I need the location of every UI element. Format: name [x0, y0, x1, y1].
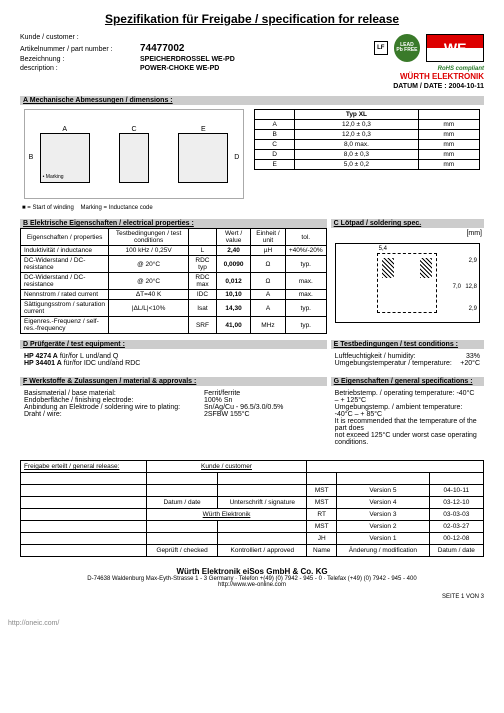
desc-de-label: Bezeichnung :: [20, 56, 140, 63]
desc-en-label: description :: [20, 65, 140, 72]
section-e-header: E Testbedingungen / test conditions :: [331, 340, 484, 349]
dimension-table: Typ XL A12,0 ± 0,3mm B12,0 ± 0,3mm C8,0 …: [254, 109, 480, 170]
section-b-header: B Elektrische Eigenschaften / electrical…: [20, 219, 327, 228]
header-left: Kunde / customer : Artikelnummer / part …: [20, 34, 374, 74]
section-a: A B• Marking C E D Typ XL A12,0 ± 0,3mm …: [20, 105, 484, 203]
footer: Würth Elektronik eiSos GmbH & Co. KG D-7…: [20, 567, 484, 600]
doc-title: Spezifikation für Freigabe / specificati…: [20, 12, 484, 26]
we-logo: WE: [426, 34, 484, 62]
partno-label: Artikelnummer / part number :: [20, 46, 140, 53]
lf-badge: LF: [374, 41, 388, 55]
solder-drawing: 5,4 2,9 7,0 12,8 2,9: [335, 243, 480, 323]
unit-mm: [mm]: [331, 228, 484, 239]
section-c-header: C Lötpad / soldering spec.: [331, 219, 484, 228]
page: Spezifikation für Freigabe / specificati…: [0, 0, 504, 612]
section-a-note: ■ = Start of winding Marking = Inductanc…: [20, 203, 484, 213]
release-table: Freigabe erteilt / general release:Kunde…: [20, 460, 484, 557]
electrical-table: Eigenschaften / properties Testbedingung…: [20, 228, 327, 334]
header: Kunde / customer : Artikelnummer / part …: [20, 34, 484, 81]
dimension-drawing: A B• Marking C E D: [24, 109, 244, 199]
section-e: Luftfeuchtigkeit / humidity:33% Umgebung…: [331, 349, 484, 371]
pbfree-badge: LEAD Pb FREE: [394, 34, 421, 62]
section-d: HP 4274 A für/for L und/and Q HP 34401 A…: [20, 349, 327, 371]
section-g-header: G Eigenschaften / general specifications…: [331, 377, 484, 386]
section-f-header: F Werkstoffe & Zulassungen / material & …: [20, 377, 327, 386]
section-a-header: A Mechanische Abmessungen / dimensions :: [20, 96, 484, 105]
customer-label: Kunde / customer :: [20, 34, 140, 41]
desc-de: SPEICHERDROSSEL WE-PD: [140, 56, 235, 63]
section-d-header: D Prüfgeräte / test equipment :: [20, 340, 327, 349]
source-url: http://oneic.com/: [8, 620, 504, 627]
desc-en: POWER-CHOKE WE-PD: [140, 65, 219, 72]
section-g: Betriebstemp. / operating temperature: -…: [331, 386, 484, 450]
partno: 74477002: [140, 43, 185, 54]
section-f: Basismaterial / base material:Ferrit/fer…: [20, 386, 327, 422]
we-name: WÜRTH ELEKTRONIK: [374, 72, 484, 81]
date-row: DATUM / DATE : 2004-10-11: [20, 83, 484, 90]
logo-block: LF LEAD Pb FREE WE RoHS compliant WÜRTH …: [374, 34, 484, 81]
